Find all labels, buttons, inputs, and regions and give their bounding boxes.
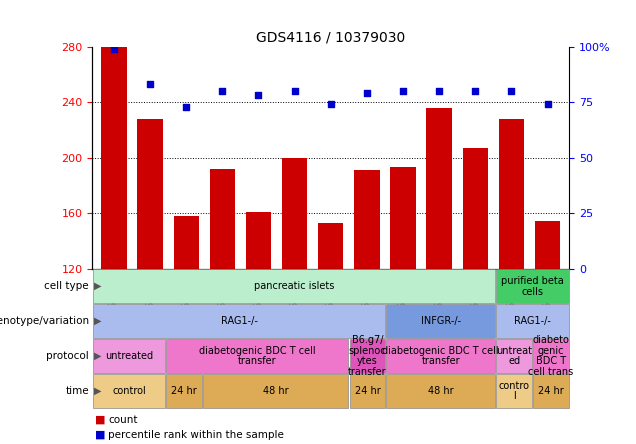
Text: diabeto
genic
BDC T
cell trans: diabeto genic BDC T cell trans	[529, 335, 574, 377]
Bar	[174, 216, 199, 269]
Text: 24 hr: 24 hr	[354, 386, 380, 396]
Point	[470, 87, 480, 95]
Text: time: time	[66, 386, 89, 396]
Bar	[391, 167, 416, 269]
Title: GDS4116 / 10379030: GDS4116 / 10379030	[256, 30, 405, 44]
Text: cell type: cell type	[45, 281, 89, 291]
Text: RAG1-/-: RAG1-/-	[514, 316, 551, 326]
Text: genotype/variation: genotype/variation	[0, 316, 89, 326]
Text: RAG1-/-: RAG1-/-	[221, 316, 258, 326]
Text: untreat
ed: untreat ed	[496, 345, 532, 366]
Point	[218, 87, 228, 95]
Text: 24 hr: 24 hr	[538, 386, 563, 396]
Bar	[427, 108, 452, 269]
Text: 48 hr: 48 hr	[428, 386, 453, 396]
Point	[109, 45, 119, 52]
Text: control: control	[112, 386, 146, 396]
Point	[145, 81, 155, 88]
Text: percentile rank within the sample: percentile rank within the sample	[108, 430, 284, 440]
Text: ▶: ▶	[94, 316, 102, 326]
Point	[326, 101, 336, 108]
Bar	[499, 119, 524, 269]
Text: pancreatic islets: pancreatic islets	[254, 281, 334, 291]
Text: diabetogenic BDC T cell
transfer: diabetogenic BDC T cell transfer	[199, 345, 315, 366]
Text: INFGR-/-: INFGR-/-	[421, 316, 461, 326]
Text: ▶: ▶	[94, 351, 102, 361]
Text: B6.g7/
splenoc
ytes
transfer: B6.g7/ splenoc ytes transfer	[348, 335, 387, 377]
Bar	[354, 170, 380, 269]
Bar	[137, 119, 163, 269]
Text: ▶: ▶	[94, 281, 102, 291]
Bar	[245, 212, 271, 269]
Point	[362, 90, 372, 97]
Text: ■: ■	[95, 415, 106, 424]
Bar	[462, 148, 488, 269]
Text: count: count	[108, 415, 137, 424]
Point	[506, 87, 516, 95]
Text: ▶: ▶	[94, 386, 102, 396]
Text: untreated: untreated	[105, 351, 153, 361]
Text: contro
l: contro l	[499, 381, 530, 401]
Bar	[101, 47, 127, 269]
Point	[289, 87, 300, 95]
Text: protocol: protocol	[46, 351, 89, 361]
Bar	[210, 169, 235, 269]
Bar	[282, 158, 307, 269]
Point	[181, 103, 191, 110]
Text: ■: ■	[95, 430, 106, 440]
Bar	[318, 223, 343, 269]
Text: 48 hr: 48 hr	[263, 386, 289, 396]
Bar	[535, 222, 560, 269]
Text: diabetogenic BDC T cell
transfer: diabetogenic BDC T cell transfer	[382, 345, 499, 366]
Text: purified beta
cells: purified beta cells	[501, 276, 564, 297]
Text: 24 hr: 24 hr	[171, 386, 197, 396]
Point	[543, 101, 553, 108]
Point	[434, 87, 444, 95]
Point	[398, 87, 408, 95]
Point	[253, 92, 263, 99]
